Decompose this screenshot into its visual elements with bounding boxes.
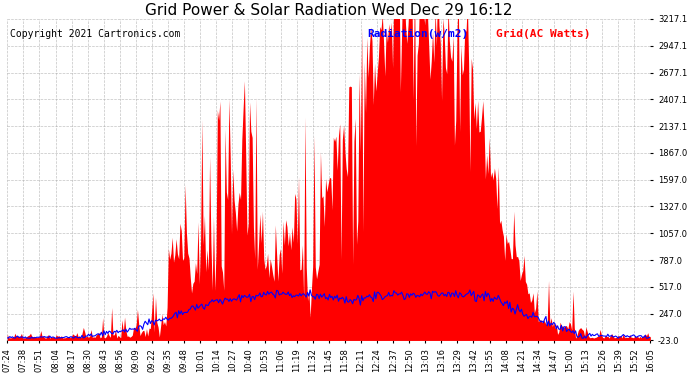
Title: Grid Power & Solar Radiation Wed Dec 29 16:12: Grid Power & Solar Radiation Wed Dec 29 … xyxy=(145,3,513,18)
Text: Grid(AC Watts): Grid(AC Watts) xyxy=(496,28,591,39)
Text: Radiation(w/m2): Radiation(w/m2) xyxy=(367,28,469,39)
Text: Copyright 2021 Cartronics.com: Copyright 2021 Cartronics.com xyxy=(10,28,181,39)
